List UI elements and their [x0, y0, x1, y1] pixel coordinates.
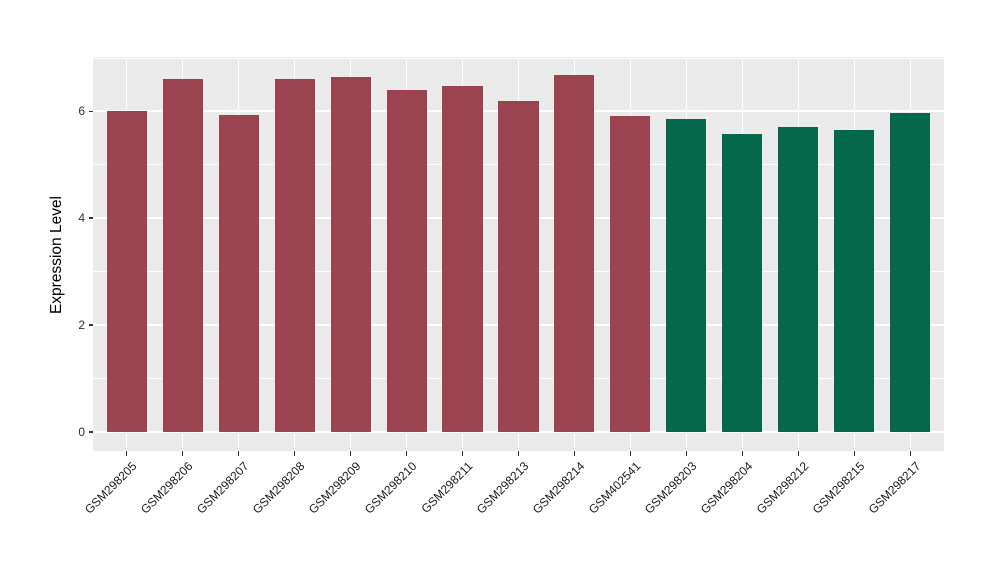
bar: [554, 74, 595, 432]
y-axis-tick: [88, 217, 93, 220]
y-axis-tick: [88, 430, 93, 433]
x-axis-tick: [405, 451, 408, 456]
x-axis-tick: [797, 451, 800, 456]
x-axis-tick: [237, 451, 240, 456]
bar: [722, 134, 763, 432]
y-axis-tick: [88, 324, 93, 326]
x-axis-tick: [909, 451, 912, 456]
bar: [778, 127, 819, 432]
x-axis-tick: [629, 451, 632, 456]
plot-panel: [93, 57, 944, 451]
y-tick-label: 6: [78, 104, 85, 119]
bar: [498, 100, 539, 432]
bar: [274, 78, 315, 432]
x-axis-tick: [517, 451, 520, 456]
x-axis-tick: [125, 451, 128, 456]
y-tick-label: 4: [78, 211, 85, 226]
bar: [834, 130, 875, 432]
x-axis-tick: [349, 451, 352, 456]
x-axis-tick: [685, 451, 688, 456]
x-axis-tick: [293, 451, 296, 456]
bar: [890, 112, 931, 432]
bar: [442, 86, 483, 432]
bar: [218, 115, 259, 432]
y-tick-label: 0: [78, 424, 85, 439]
bar: [162, 79, 203, 432]
x-axis-tick: [461, 451, 464, 456]
y-axis-tick: [88, 110, 93, 113]
bar: [610, 116, 651, 432]
y-axis-title: Expression Level: [48, 195, 65, 315]
bar: [666, 119, 707, 432]
bar: [386, 89, 427, 432]
x-axis-tick: [853, 451, 856, 456]
bar: [330, 76, 371, 432]
x-axis-tick: [573, 451, 576, 456]
x-axis-tick: [741, 451, 744, 456]
x-tick-label: GSM298205: [81, 459, 140, 517]
bar: [106, 111, 147, 432]
y-tick-label: 2: [78, 318, 85, 332]
x-axis-tick: [181, 451, 184, 456]
